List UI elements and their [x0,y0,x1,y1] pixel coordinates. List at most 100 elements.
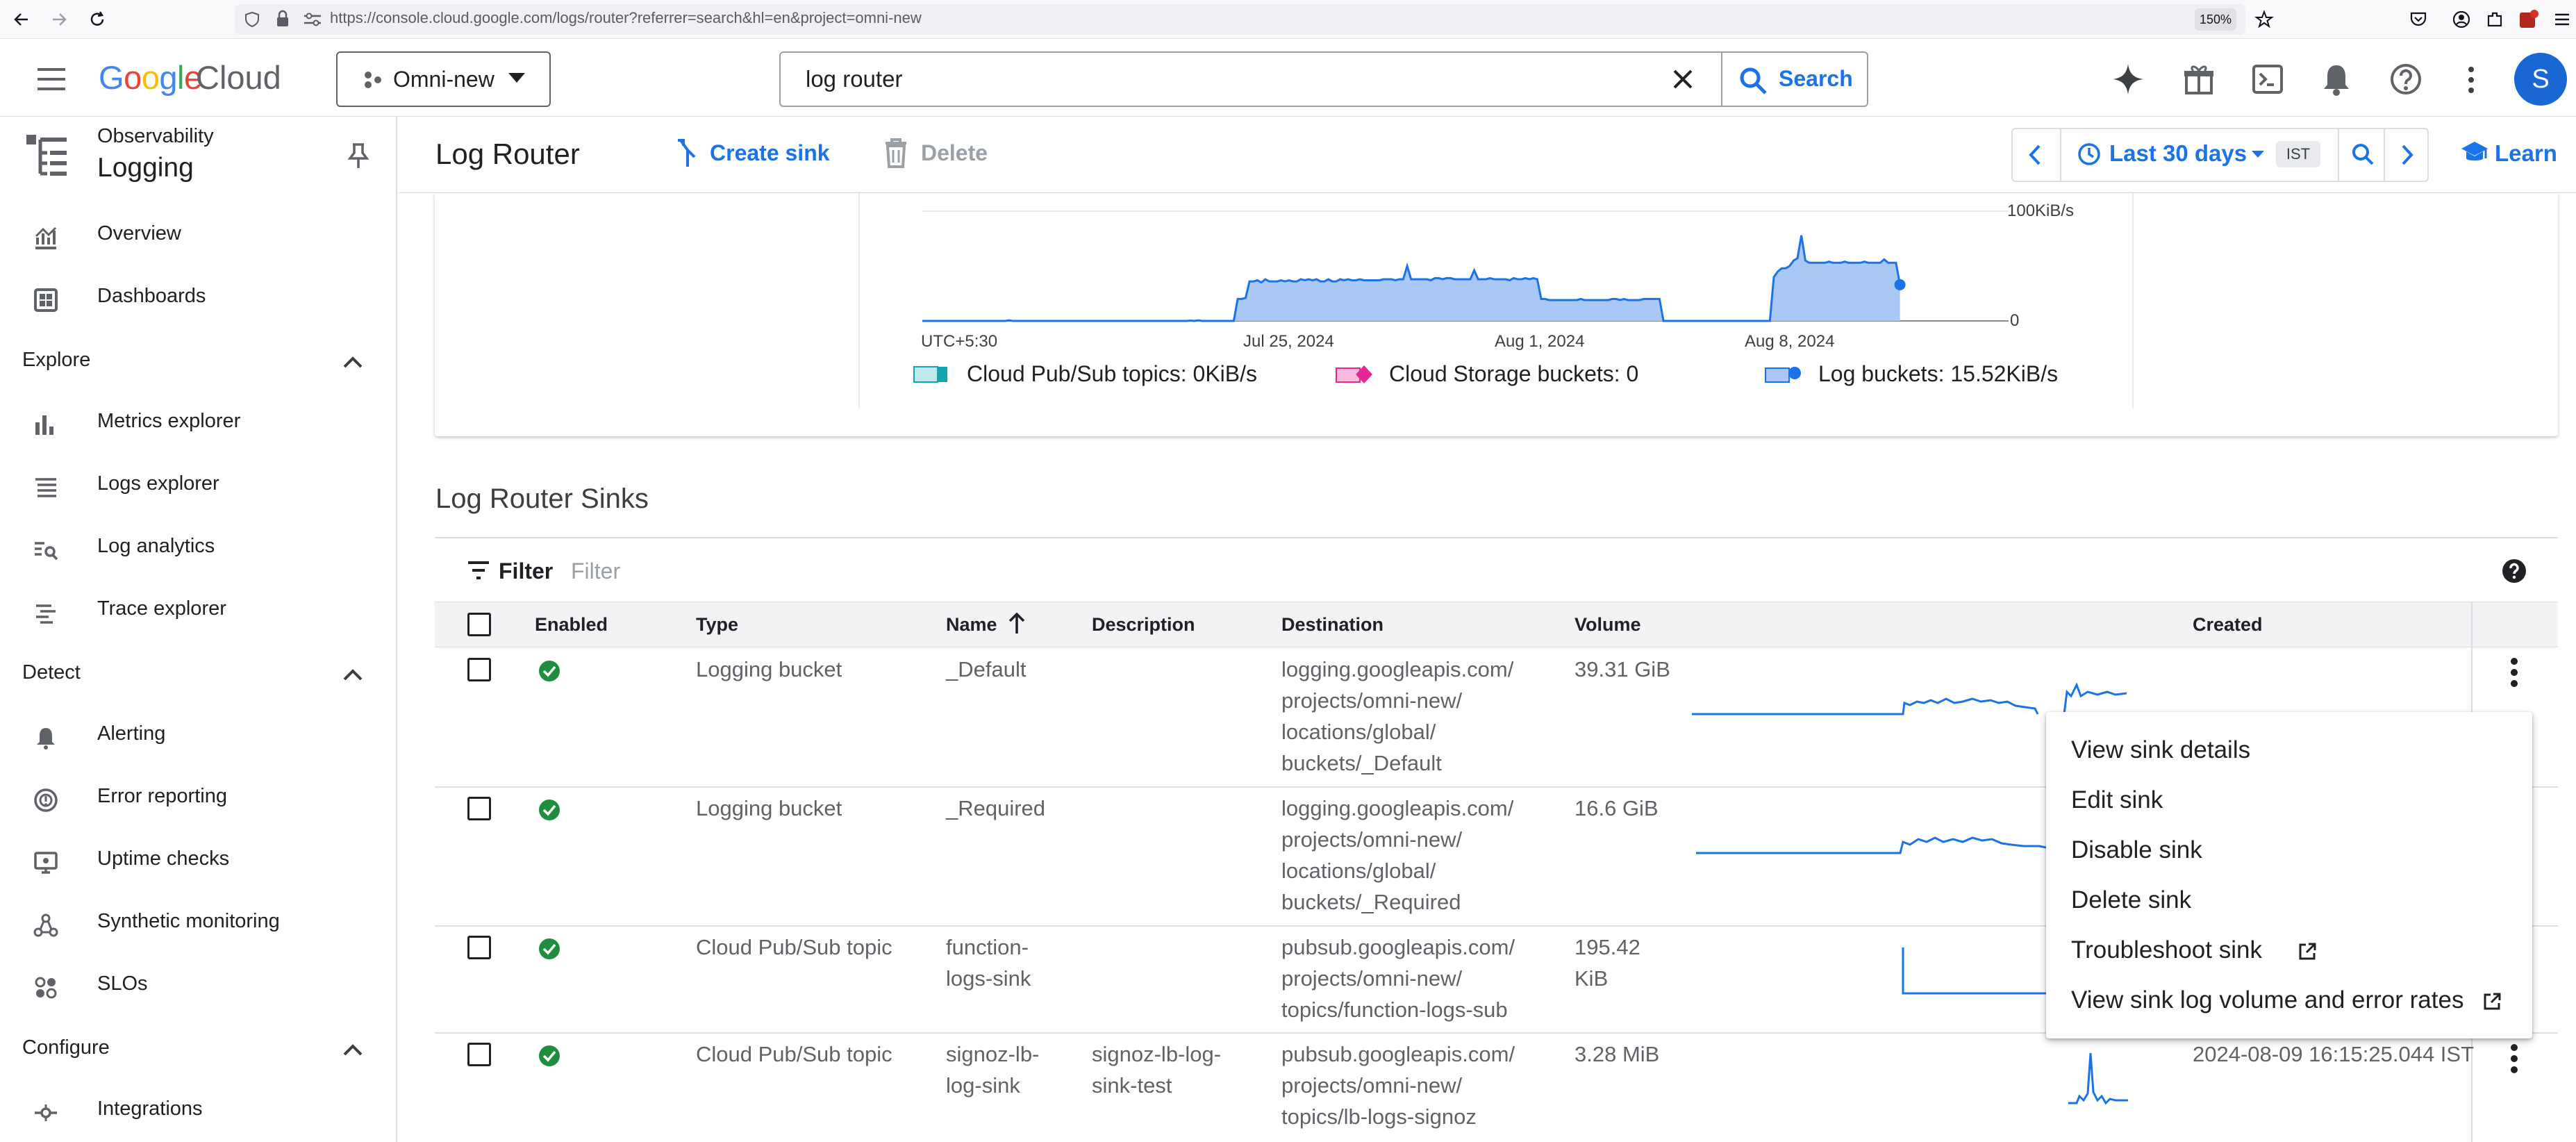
notifications-bell-icon[interactable] [2321,63,2352,96]
section-configure[interactable]: Configure [0,1018,396,1081]
table-help-icon[interactable] [2502,558,2527,584]
gemini-sparkle-icon[interactable] [2111,63,2145,96]
legend-item-log-buckets[interactable]: Log buckets: 15.52KiB/s [1818,361,2059,386]
row-actions-icon[interactable] [2502,1042,2527,1075]
google-logo[interactable]: Google [99,59,202,96]
sidebar-item-trace-explorer[interactable]: Trace explorer [0,581,396,643]
sidebar-item-alerting[interactable]: Alerting [0,706,396,768]
sidebar-item-dashboards[interactable]: Dashboards [0,268,396,331]
divider [435,537,2558,538]
account-icon[interactable] [2452,10,2471,29]
avatar[interactable]: S [2514,53,2567,106]
extensions-icon[interactable] [2485,10,2504,29]
filter-icon[interactable] [467,560,490,581]
search-button[interactable] [1722,51,1868,107]
create-sink-icon[interactable] [674,138,701,168]
sidebar-item-uptime-checks[interactable]: Uptime checks [0,831,396,893]
more-options-icon[interactable] [2463,65,2479,94]
section-explore[interactable]: Explore [0,331,396,393]
gift-icon[interactable] [2182,63,2216,96]
search-input-value[interactable]: log router [806,66,903,92]
column-header-destination[interactable]: Destination [1281,614,1384,635]
column-header-created[interactable]: Created [2193,614,2263,635]
search-input[interactable] [779,51,1722,107]
sink-name[interactable]: signoz-lb- [946,1042,1040,1066]
menu-item-view-sink-details[interactable]: View sink details [2046,725,2532,775]
column-header-volume[interactable]: Volume [1574,614,1641,635]
sink-name[interactable]: _Default [946,657,1027,681]
sidebar-item-error-reporting[interactable]: Error reporting [0,768,396,831]
sidebar-item-integrations[interactable]: Integrations [0,1081,396,1142]
column-header-enabled[interactable]: Enabled [535,614,608,635]
timezone-badge[interactable]: IST [2276,141,2320,167]
time-next-icon[interactable] [2399,143,2416,167]
row-checkbox[interactable] [467,1043,491,1066]
reload-icon[interactable] [88,10,107,29]
bookmark-star-icon[interactable] [2254,10,2274,29]
legend-item-pubsub[interactable]: Cloud Pub/Sub topics: 0KiB/s [967,361,1258,386]
zoom-level-badge[interactable]: 150% [2195,8,2236,31]
time-range-dropdown[interactable]: Last 30 days [2109,140,2247,166]
zoom-icon[interactable] [2350,142,2375,167]
delete-button[interactable]: Delete [921,140,988,165]
sidebar-item-metrics-explorer[interactable]: Metrics explorer [0,393,396,456]
sink-name[interactable]: logs-sink [946,966,1031,991]
extension-badge-icon[interactable] [2517,8,2539,31]
menu-item-delete-sink[interactable]: Delete sink [2046,875,2532,925]
menu-item-disable-sink[interactable]: Disable sink [2046,825,2532,875]
sink-name[interactable]: log-sink [946,1073,1020,1098]
learn-button[interactable]: Learn [2495,140,2557,166]
permissions-icon[interactable] [303,11,322,28]
clock-icon[interactable] [2077,142,2102,167]
log-buckets-last-point[interactable] [1894,279,1906,290]
sink-name[interactable]: _Required [946,796,1046,820]
sidebar-item-synthetic-monitoring[interactable]: Synthetic monitoring [0,893,396,956]
sink-name[interactable]: function- [946,935,1029,959]
row-checkbox[interactable] [467,797,491,820]
back-icon[interactable] [13,11,31,28]
address-bar[interactable] [235,4,2245,35]
row-checkbox[interactable] [467,936,491,959]
browser-menu-icon[interactable] [2553,11,2571,28]
pin-icon[interactable] [347,142,369,169]
filter-input[interactable]: Filter [571,558,621,584]
create-sink-button[interactable]: Create sink [710,140,830,165]
menu-item-edit-sink[interactable]: Edit sink [2046,775,2532,825]
external-link-icon [2299,943,2316,960]
column-header-description[interactable]: Description [1092,614,1195,635]
clear-search-icon[interactable] [1672,68,1694,90]
menu-item-view-sink-log-volume[interactable]: View sink log volume and error rates [2046,975,2532,1025]
menu-item-troubleshoot-sink[interactable]: Troubleshoot sink [2046,925,2532,975]
sort-ascending-icon[interactable] [1007,611,1027,635]
learn-icon[interactable] [2460,139,2489,167]
main-menu-icon[interactable] [36,67,67,92]
column-header-name[interactable]: Name [946,614,997,635]
sidebar-item-logs-explorer[interactable]: Logs explorer [0,456,396,518]
forward-icon[interactable] [50,11,68,28]
chevron-down-icon[interactable] [2250,149,2266,160]
row-checkbox[interactable] [467,658,491,681]
section-detect[interactable]: Detect [0,643,396,706]
sink-volume-sparkline [2068,1052,2128,1105]
time-previous-icon[interactable] [2027,143,2043,167]
column-header-type[interactable]: Type [696,614,739,635]
table-header [435,602,2558,647]
pocket-icon[interactable] [2409,10,2428,29]
shield-icon[interactable] [244,11,260,28]
legend-item-storage[interactable]: Cloud Storage buckets: 0 [1389,361,1639,386]
select-all-checkbox[interactable] [467,613,491,636]
row-actions-icon[interactable] [2502,656,2527,689]
sidebar-item-slos[interactable]: SLOs [0,956,396,1018]
delete-icon[interactable] [883,138,908,168]
lock-icon[interactable] [275,10,290,28]
sidebar-item-log-analytics[interactable]: Log analytics [0,518,396,581]
cloud-logo-text[interactable]: Cloud [196,59,281,96]
cloud-shell-icon[interactable] [2252,64,2284,94]
volume-area-chart[interactable] [917,201,2014,333]
help-icon[interactable] [2389,63,2423,96]
search-button-label[interactable]: Search [1779,66,1853,91]
sidebar-item-overview[interactable]: Overview [0,206,396,268]
url-text[interactable]: https://console.cloud.google.com/logs/ro… [330,9,922,26]
project-picker[interactable] [336,51,551,107]
filter-label[interactable]: Filter [499,558,554,584]
